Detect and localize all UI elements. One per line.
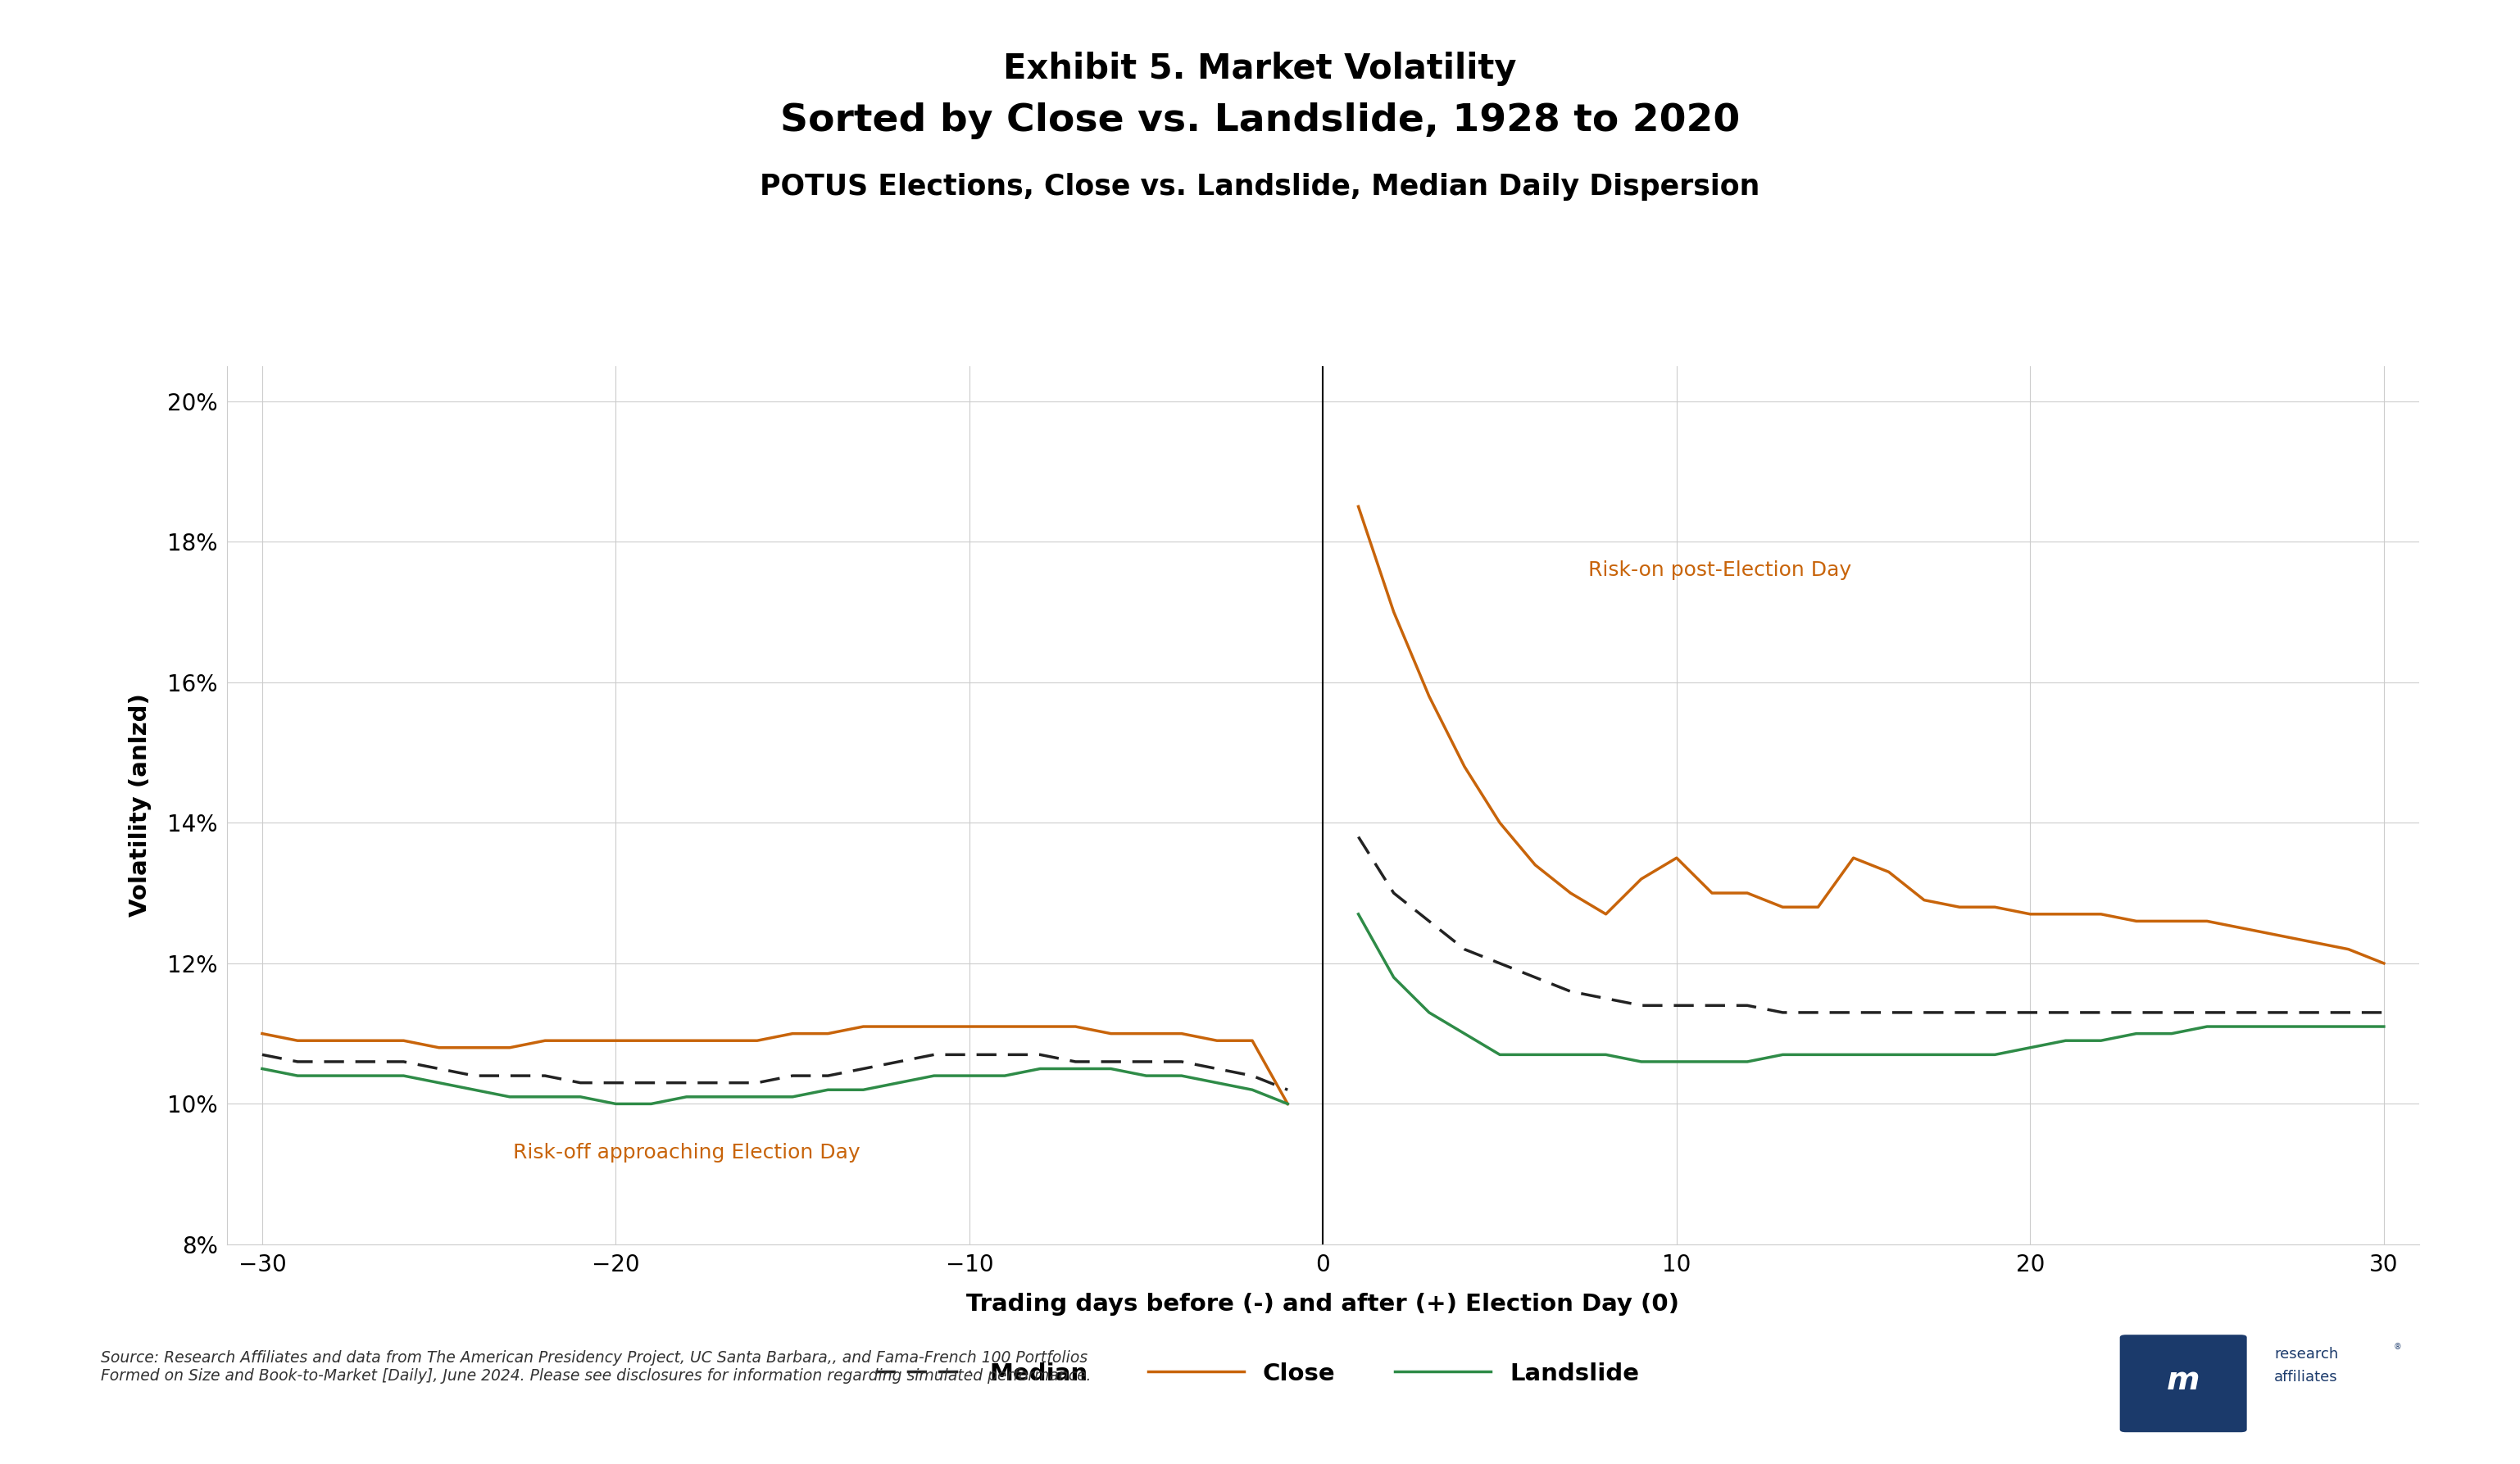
Text: Source: Research Affiliates and data from The American Presidency Project, UC Sa: Source: Research Affiliates and data fro… [101,1350,1091,1383]
Text: Exhibit 5. Market Volatility: Exhibit 5. Market Volatility [1003,51,1517,86]
FancyBboxPatch shape [2119,1335,2248,1432]
Y-axis label: Volatility (anlzd): Volatility (anlzd) [129,694,151,916]
Text: Risk-on post-Election Day: Risk-on post-Election Day [1588,559,1852,580]
X-axis label: Trading days before (-) and after (+) Election Day (0): Trading days before (-) and after (+) El… [968,1293,1678,1315]
Text: m: m [2167,1366,2200,1397]
Text: ®: ® [2394,1342,2402,1351]
Legend: Median, Close, Landslide: Median, Close, Landslide [864,1353,1648,1395]
Text: Sorted by Close vs. Landslide, 1928 to 2020: Sorted by Close vs. Landslide, 1928 to 2… [781,102,1739,139]
Text: affiliates: affiliates [2273,1369,2339,1385]
Text: POTUS Elections, Close vs. Landslide, Median Daily Dispersion: POTUS Elections, Close vs. Landslide, Me… [761,173,1759,201]
Text: research: research [2273,1347,2339,1362]
Text: Risk-off approaching Election Day: Risk-off approaching Election Day [514,1143,859,1162]
